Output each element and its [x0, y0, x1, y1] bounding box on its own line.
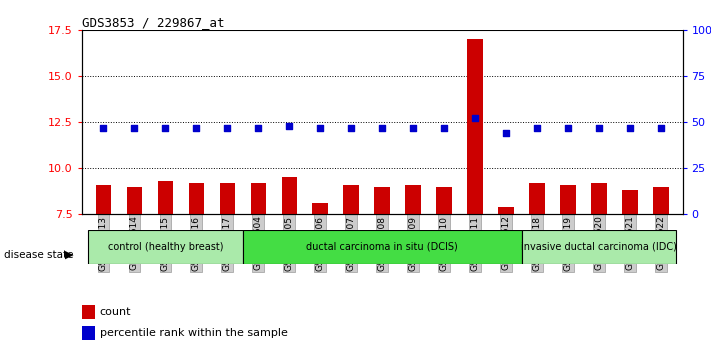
Bar	[522, 230, 676, 264]
Bar	[188, 183, 204, 214]
Point	[252, 125, 264, 131]
Bar	[529, 183, 545, 214]
Bar	[250, 183, 266, 214]
Bar	[127, 187, 142, 214]
Bar	[622, 190, 638, 214]
Bar	[282, 177, 297, 214]
Bar	[405, 185, 421, 214]
Point	[593, 125, 604, 131]
Point	[129, 125, 140, 131]
Bar	[375, 187, 390, 214]
Text: control (healthy breast): control (healthy breast)	[107, 242, 223, 252]
Point	[346, 125, 357, 131]
Bar	[88, 230, 242, 264]
Point	[222, 125, 233, 131]
Bar	[653, 187, 668, 214]
Text: disease state: disease state	[4, 250, 73, 260]
Bar	[158, 181, 173, 214]
Point	[284, 123, 295, 129]
Bar	[96, 185, 111, 214]
Bar	[242, 230, 522, 264]
Bar	[343, 185, 359, 214]
Point	[624, 125, 636, 131]
Bar	[560, 185, 576, 214]
Bar	[82, 305, 95, 319]
Point	[407, 125, 419, 131]
Bar	[82, 326, 95, 340]
Bar	[498, 207, 514, 214]
Text: ▶: ▶	[65, 250, 74, 260]
Point	[97, 125, 109, 131]
Bar	[312, 203, 328, 214]
Point	[562, 125, 574, 131]
Point	[439, 125, 450, 131]
Bar	[437, 187, 452, 214]
Point	[469, 116, 481, 121]
Point	[377, 125, 388, 131]
Text: count: count	[100, 307, 131, 317]
Text: ductal carcinoma in situ (DCIS): ductal carcinoma in situ (DCIS)	[306, 242, 458, 252]
Point	[656, 125, 667, 131]
Point	[191, 125, 202, 131]
Point	[314, 125, 326, 131]
Bar	[592, 183, 606, 214]
Bar	[220, 183, 235, 214]
Text: percentile rank within the sample: percentile rank within the sample	[100, 328, 287, 338]
Point	[531, 125, 542, 131]
Text: GDS3853 / 229867_at: GDS3853 / 229867_at	[82, 16, 224, 29]
Point	[501, 130, 512, 136]
Text: invasive ductal carcinoma (IDC): invasive ductal carcinoma (IDC)	[521, 242, 677, 252]
Point	[160, 125, 171, 131]
Bar	[467, 39, 483, 214]
